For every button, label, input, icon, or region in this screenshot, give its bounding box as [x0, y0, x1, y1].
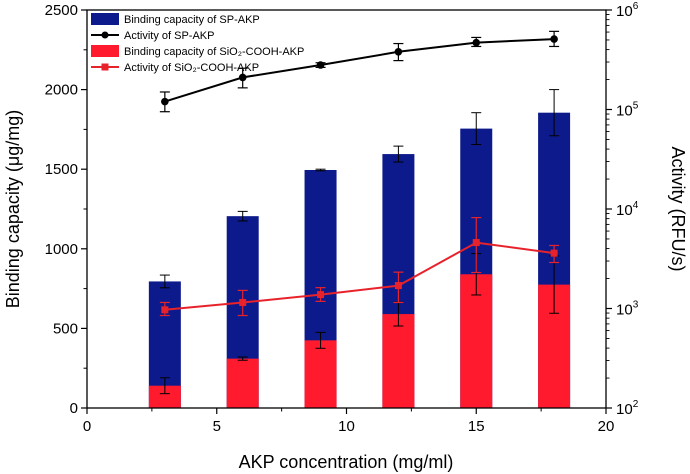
line-point-s3-1: [239, 298, 247, 306]
lines-layer: [159, 30, 560, 317]
y2-tick-label-4: 106: [616, 1, 639, 20]
line-point-s3-0: [161, 306, 169, 314]
line-point-s3-4: [472, 239, 480, 247]
y2-tick-label-1: 103: [616, 300, 639, 319]
legend-marker-3: [101, 63, 109, 71]
legend-marker-1: [101, 31, 109, 39]
bars-layer: [148, 89, 571, 409]
legend-label-1: Activity of SP-AKP: [124, 30, 214, 42]
x-tick-label-20: 20: [598, 418, 615, 435]
x-tick-label-15: 15: [468, 418, 485, 435]
legend-swatch-2: [91, 45, 119, 57]
bar-s2-0: [148, 385, 181, 408]
x-tick-label-5: 5: [213, 418, 221, 435]
line-point-s1-3: [394, 48, 403, 56]
y-axis-title: Binding capacity (μg/mg): [3, 110, 23, 308]
legend-label-2: Binding capacity of SiO₂-COOH-AKP: [124, 46, 304, 58]
line-point-s1-4: [472, 38, 481, 47]
line-s1: [164, 38, 555, 103]
line-point-s3-2: [317, 291, 325, 299]
legend-swatch-0: [91, 13, 119, 25]
bar-s2-2: [304, 340, 337, 408]
y-tick-label-2000: 2000: [45, 82, 78, 99]
y-tick-label-500: 500: [53, 320, 78, 337]
y-tick-label-1500: 1500: [45, 161, 78, 178]
y2-tick-label-0: 102: [616, 399, 639, 418]
y2-tick-label-3: 105: [616, 101, 639, 120]
line-point-s1-1: [238, 73, 247, 82]
ticks-layer: [81, 9, 612, 414]
tick-labels: 0 5 10 15 20 0 500 1000 1500 2000 2500 102 103 104 105…: [45, 1, 639, 435]
y-tick-label-1000: 1000: [45, 241, 78, 258]
x-tick-label-10: 10: [338, 418, 355, 435]
legend: Binding capacity of SP-AKP Activity of SP…: [91, 13, 304, 74]
line-point-s1-5: [550, 35, 558, 43]
y2-axis-title: Activity (RFU/s): [668, 147, 688, 272]
bar-s2-4: [460, 274, 493, 408]
line-point-s1-2: [316, 61, 325, 69]
bar-s2-3: [382, 314, 415, 408]
legend-label-3: Activity of SiO₂-COOH-AKP: [124, 62, 259, 74]
y-tick-label-2500: 2500: [45, 2, 78, 19]
line-point-s3-3: [394, 282, 402, 290]
line-point-s1-0: [161, 97, 169, 106]
legend-label-0: Binding capacity of SP-AKP: [124, 14, 260, 26]
bar-s2-1: [226, 358, 259, 408]
line-s3: [164, 241, 555, 311]
x-tick-label-0: 0: [83, 418, 91, 435]
y-tick-label-0: 0: [70, 400, 78, 417]
x-axis-title: AKP concentration (mg/ml): [239, 452, 454, 472]
line-point-s3-5: [550, 249, 558, 257]
y2-tick-label-2: 104: [616, 200, 639, 219]
